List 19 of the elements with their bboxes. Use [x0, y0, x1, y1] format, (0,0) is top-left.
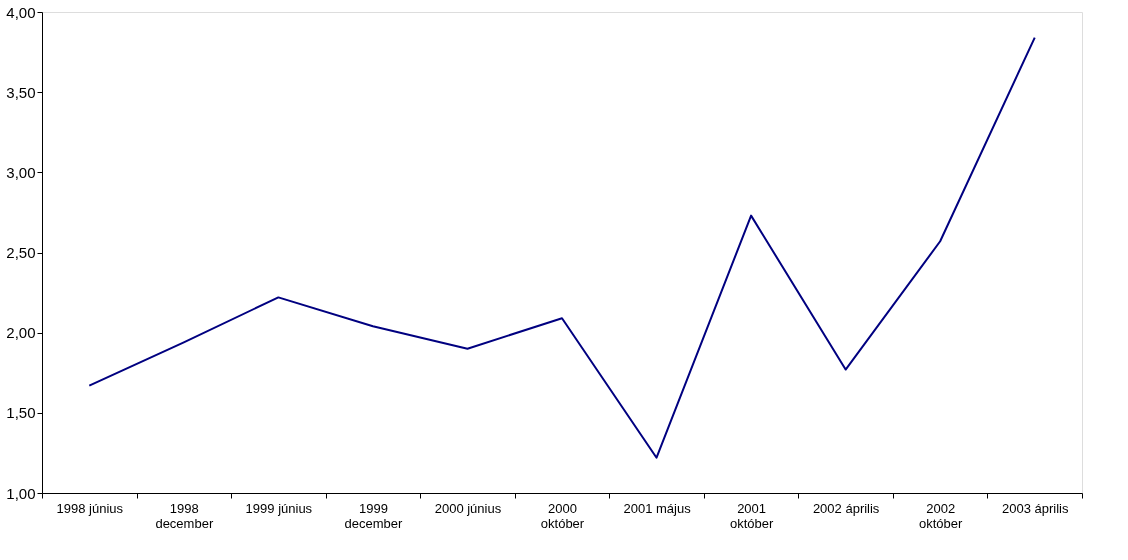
- line-series: [88, 36, 1036, 459]
- y-tick-label: 3,50: [6, 83, 36, 101]
- y-tick-label: 1,00: [6, 484, 36, 502]
- x-tick-label: 1998 december: [155, 500, 214, 531]
- x-tick-label: 1998 június: [56, 500, 124, 516]
- x-tick-label: 2000 október: [540, 500, 585, 531]
- x-tick-label: 2001 október: [729, 500, 774, 531]
- y-tick-label: 3,00: [6, 163, 36, 181]
- x-tick-label: 2002 október: [918, 500, 964, 531]
- x-tick-label: 2000 június: [434, 500, 502, 516]
- x-tick-label: 2003 április: [1001, 500, 1069, 516]
- y-tick-label: 2,00: [6, 324, 36, 342]
- x-tick-label: 2001 május: [623, 500, 692, 516]
- x-tick-label: 1999 június: [245, 500, 313, 516]
- x-tick-label: 2002 április: [812, 500, 880, 516]
- y-tick-label: 2,50: [6, 244, 36, 261]
- y-tick-label: 1,50: [6, 404, 36, 422]
- x-tick-label: 1999 december: [344, 500, 403, 531]
- y-tick-label: 4,00: [6, 3, 36, 21]
